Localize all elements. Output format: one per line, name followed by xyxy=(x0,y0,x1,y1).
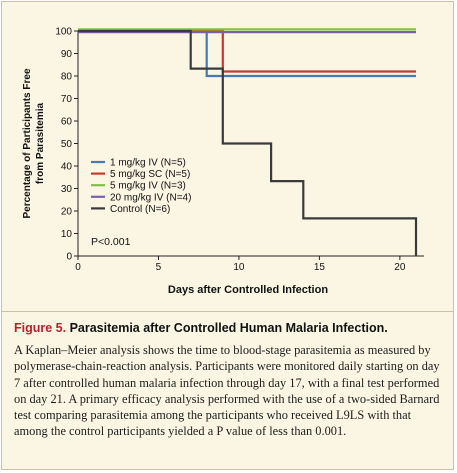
legend: 1 mg/kg IV (N=5)5 mg/kg SC (N=5)5 mg/kg … xyxy=(91,158,191,215)
figure-caption: Figure 5. Parasitemia after Controlled H… xyxy=(2,311,453,469)
x-tick-label: 0 xyxy=(75,262,81,273)
x-tick-label: 10 xyxy=(233,262,245,273)
series-line xyxy=(78,29,418,256)
y-tick-label: 60 xyxy=(61,117,73,128)
y-axis-label-line: Percentage of Participants Free xyxy=(22,68,33,218)
figure-title: Parasitemia after Controlled Human Malar… xyxy=(69,321,388,335)
legend-label: 1 mg/kg IV (N=5) xyxy=(110,158,186,169)
series-lines xyxy=(78,28,418,256)
x-tick-label: 5 xyxy=(156,262,162,273)
y-tick-label: 40 xyxy=(61,162,73,173)
y-axis-label-line: from Parasitemia xyxy=(35,102,46,184)
caption-title: Figure 5. Parasitemia after Controlled H… xyxy=(14,320,443,336)
y-tick-label: 80 xyxy=(61,72,73,83)
p-value-annotation: P<0.001 xyxy=(91,236,131,248)
y-tick-label: 70 xyxy=(61,94,73,105)
x-axis-label: Days after Controlled Infection xyxy=(168,284,328,296)
y-tick-label: 30 xyxy=(61,184,73,195)
series-line xyxy=(78,29,416,78)
series-line xyxy=(78,29,416,73)
caption-body: A Kaplan–Meier analysis shows the time t… xyxy=(14,343,440,439)
legend-label: 5 mg/kg IV (N=3) xyxy=(110,181,186,192)
legend-label: 20 mg/kg IV (N=4) xyxy=(110,192,191,203)
y-tick-label: 90 xyxy=(61,49,73,60)
figure-label: Figure 5. xyxy=(14,321,67,335)
y-tick-label: 20 xyxy=(61,207,73,218)
y-tick-label: 0 xyxy=(66,252,72,263)
y-tick-label: 50 xyxy=(61,139,73,150)
legend-label: 5 mg/kg SC (N=5) xyxy=(110,169,190,180)
x-tick-label: 15 xyxy=(314,262,326,273)
axis-ticks: 0 10 20 30 40 50 60 70 80 90 100 0 5 10 15 20 xyxy=(55,27,406,274)
y-axis-label: Percentage of Participants Free from Para… xyxy=(22,68,46,218)
legend-label: Control (N=6) xyxy=(110,204,170,215)
y-tick-label: 100 xyxy=(55,27,72,38)
kaplan-meier-chart: Percentage of Participants Free from Para… xyxy=(22,27,424,296)
x-tick-label: 20 xyxy=(394,262,406,273)
y-tick-label: 10 xyxy=(61,229,73,240)
